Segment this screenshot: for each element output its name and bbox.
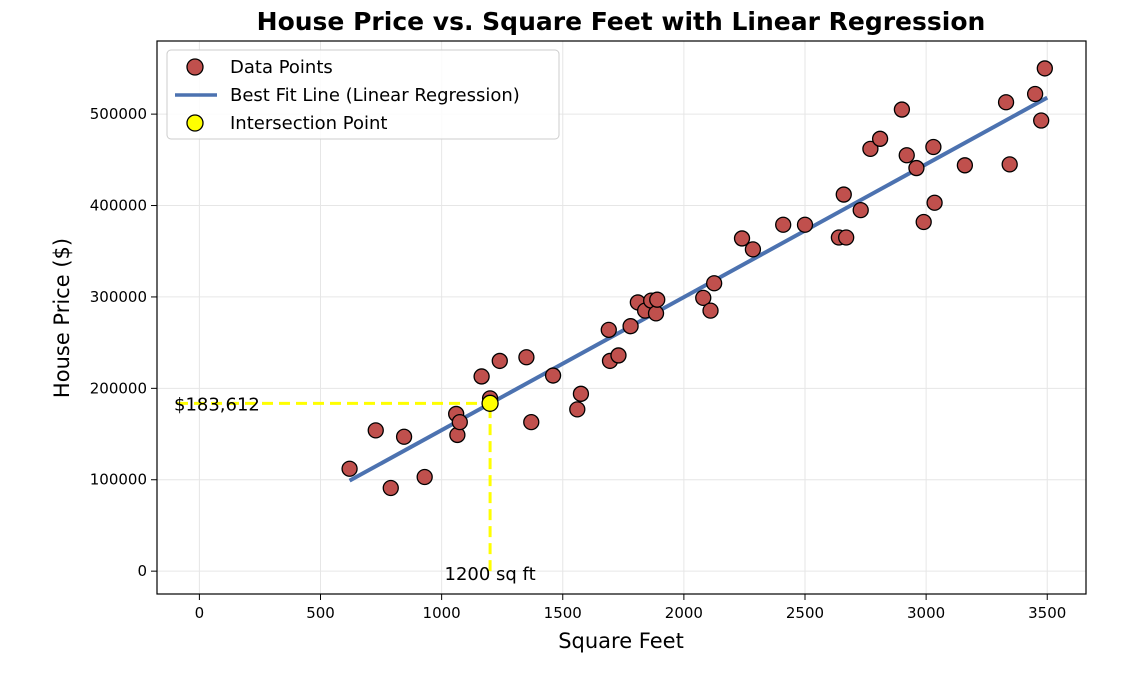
legend-label-data-points: Data Points [230,57,333,78]
data-point [544,367,562,384]
legend-label-intersection: Intersection Point [230,113,388,134]
data-point [926,194,943,211]
data-point [1001,156,1018,173]
y-tick-label: 0 [137,562,147,580]
intersection-point [481,394,499,412]
data-point [649,291,666,308]
x-tick-label: 1500 [544,604,582,622]
data-point [367,422,384,439]
data-point [702,302,719,319]
y-ticks: 0 100000 200000 300000 400000 500000 [90,105,157,580]
data-point [1036,60,1053,77]
legend: Data Points Best Fit Line (Linear Regres… [166,49,560,140]
y-tick-label: 300000 [90,288,147,306]
data-point [838,229,855,246]
data-point [925,138,942,156]
data-point [473,368,490,385]
x-tick-label: 2500 [786,604,824,622]
intersect-layer [481,394,499,412]
data-point [908,159,925,177]
plot-frame [156,40,1087,595]
data-point [915,213,932,231]
legend-marker-intersection [186,114,204,132]
points-layer [341,60,1053,497]
y-guide-annotation: $183,612 [174,394,260,415]
data-point [523,414,540,431]
legend-label-best-fit: Best Fit Line (Linear Regression) [230,85,520,106]
data-point [871,130,889,147]
data-point [622,318,639,335]
data-point [610,347,627,364]
data-point [647,305,665,322]
data-point [744,241,762,258]
data-point [956,157,974,174]
x-tick-label: 1000 [423,604,461,622]
x-tick-label: 500 [306,604,335,622]
data-point [1026,85,1044,103]
annot-layer: $183,612 1200 sq ft [174,394,536,585]
x-tick-label: 2000 [665,604,703,622]
data-point [382,479,399,497]
x-tick-label: 3000 [907,604,945,622]
data-point [518,349,535,366]
y-tick-label: 100000 [90,471,147,489]
data-point [1033,112,1050,129]
y-tick-label: 400000 [90,197,147,215]
x-tick-label: 0 [195,604,205,622]
data-point [775,216,792,233]
guide-layer [177,401,492,572]
x-ticks: 0 500 1000 1500 2000 2500 3000 3500 [195,594,1066,622]
data-point [898,147,915,164]
x-guide-annotation: 1200 sq ft [445,564,536,585]
data-point [569,401,586,418]
x-axis-label: Square Feet [558,629,684,653]
x-tick-label: 3500 [1028,604,1066,622]
data-point [997,94,1015,111]
y-tick-label: 200000 [90,379,147,397]
data-point [341,460,358,477]
data-point [893,101,911,118]
data-point [451,414,468,431]
data-point [491,352,508,370]
data-point [695,289,712,306]
y-axis-label: House Price ($) [50,238,74,398]
chart-title: House Price vs. Square Feet with Linear … [257,7,986,36]
data-point [796,216,814,233]
legend-marker-data-points [186,58,204,76]
data-point [862,140,879,158]
data-point [706,275,723,292]
data-point [395,428,413,445]
data-point [852,201,869,219]
data-point [572,385,590,402]
legend-frame [166,49,560,140]
data-point [835,186,852,203]
data-point [416,468,433,486]
y-tick-label: 500000 [90,105,147,123]
data-point [733,230,751,247]
data-point [600,321,617,338]
